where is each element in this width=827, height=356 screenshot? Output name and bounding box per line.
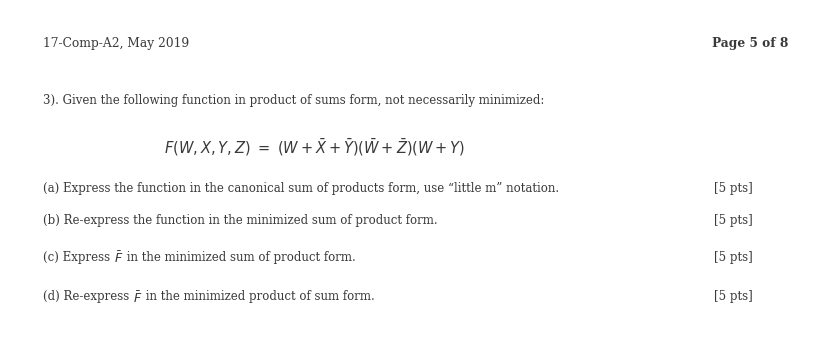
Text: in the minimized sum of product form.: in the minimized sum of product form. [123, 251, 356, 264]
Text: [5 pts]: [5 pts] [713, 290, 752, 303]
Text: (c) Express: (c) Express [43, 251, 114, 264]
Text: $\bar{F}$: $\bar{F}$ [114, 251, 123, 267]
Text: 17-Comp-A2, May 2019: 17-Comp-A2, May 2019 [43, 37, 189, 51]
Text: [5 pts]: [5 pts] [713, 214, 752, 227]
Text: (d) Re-express: (d) Re-express [43, 290, 133, 303]
Text: $\bar{F}$: $\bar{F}$ [133, 290, 142, 306]
Text: [5 pts]: [5 pts] [713, 251, 752, 264]
Text: (a) Express the function in the canonical sum of products form, use “little m” n: (a) Express the function in the canonica… [43, 182, 558, 195]
Text: in the minimized product of sum form.: in the minimized product of sum form. [142, 290, 375, 303]
Text: (b) Re-express the function in the minimized sum of product form.: (b) Re-express the function in the minim… [43, 214, 437, 227]
Text: $F(W,X,Y,Z) \ = \ (W+\bar{X}+\bar{Y})(\bar{W}+\bar{Z})(W+Y)$: $F(W,X,Y,Z) \ = \ (W+\bar{X}+\bar{Y})(\b… [164, 137, 465, 158]
Text: 3). Given the following function in product of sums form, not necessarily minimi: 3). Given the following function in prod… [43, 94, 544, 108]
Text: Page 5 of 8: Page 5 of 8 [711, 37, 787, 51]
Text: [5 pts]: [5 pts] [713, 182, 752, 195]
